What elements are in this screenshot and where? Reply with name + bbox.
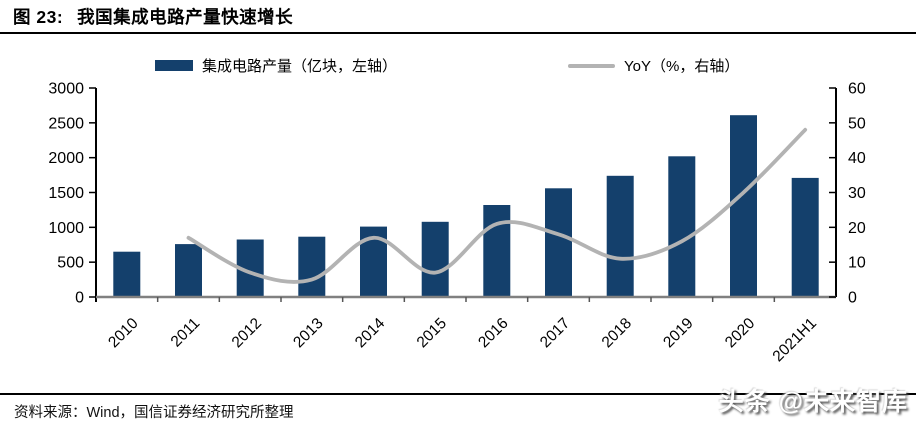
x-axis-label-2014: 2014 — [352, 315, 389, 352]
source-note: 资料来源：Wind，国信证券经济研究所整理 — [14, 405, 294, 421]
bar-legend-label: 集成电路产量（亿块，左轴） — [202, 58, 398, 75]
right-axis-tick-label: 20 — [848, 220, 866, 237]
x-axis-label-2010: 2010 — [105, 315, 142, 352]
line-legend-label: YoY（%，右轴） — [624, 58, 740, 75]
yoy-line — [186, 127, 808, 284]
bar-2010 — [113, 251, 141, 297]
figure-title-text: 我国集成电路产量快速增长 — [77, 7, 294, 27]
right-axis-tick-label: 10 — [848, 255, 866, 272]
x-axis-label-2011: 2011 — [168, 315, 204, 351]
x-axis-label-2015: 2015 — [414, 315, 450, 351]
title-divider — [0, 32, 916, 34]
left-axis-tick-label: 1500 — [48, 185, 84, 202]
right-axis-tick-label: 0 — [848, 290, 857, 307]
x-axis-label-2021H1: 2021H1 — [770, 315, 820, 365]
bar-2019 — [668, 156, 696, 297]
right-axis-tick-label: 50 — [848, 115, 866, 132]
bar-2021H1 — [791, 177, 819, 297]
right-axis-tick-label: 40 — [848, 150, 866, 167]
x-axis-label-2012: 2012 — [229, 315, 265, 351]
line-legend-swatch — [568, 63, 615, 68]
bar-2011 — [175, 244, 202, 297]
figure-number: 图 23: — [13, 7, 64, 27]
left-axis-tick-label: 2500 — [48, 115, 84, 132]
right-axis-tick-label: 30 — [848, 185, 866, 202]
bar-2015 — [421, 221, 449, 297]
x-axis-label-2019: 2019 — [660, 315, 696, 351]
watermark: 头条 @未来智库 — [718, 388, 908, 416]
bar-legend-swatch — [155, 60, 193, 71]
left-axis-tick-label: 2000 — [48, 150, 84, 167]
bar-2018 — [606, 175, 634, 297]
bar-2016 — [483, 205, 511, 297]
legend-item-yoy: YoY（%，右轴） — [568, 55, 739, 76]
right-axis-tick-label: 60 — [848, 81, 866, 98]
bar-2013 — [298, 236, 326, 297]
legend-item-production: 集成电路产量（亿块，左轴） — [155, 55, 397, 76]
x-axis-label-2016: 2016 — [475, 315, 511, 351]
figure-title: 图 23: 我国集成电路产量快速增长 — [13, 4, 293, 29]
x-axis-label-2020: 2020 — [722, 315, 759, 352]
footer-divider — [0, 393, 916, 395]
x-axis-label-2017: 2017 — [537, 315, 573, 351]
combo-chart: 0 500 1000 1500 2000 2500 3000 0 10 20 30 40 50 60 201… — [48, 81, 866, 366]
bar-2017 — [545, 188, 572, 297]
left-axis-tick-label: 1000 — [48, 220, 84, 237]
x-axis-label-2018: 2018 — [599, 315, 635, 351]
left-axis-tick-label: 3000 — [48, 81, 84, 98]
left-axis-tick-label: 0 — [75, 290, 84, 307]
left-axis-tick-label: 500 — [57, 255, 84, 272]
x-axis-label-2013: 2013 — [290, 315, 326, 351]
bar-2020 — [730, 115, 757, 297]
